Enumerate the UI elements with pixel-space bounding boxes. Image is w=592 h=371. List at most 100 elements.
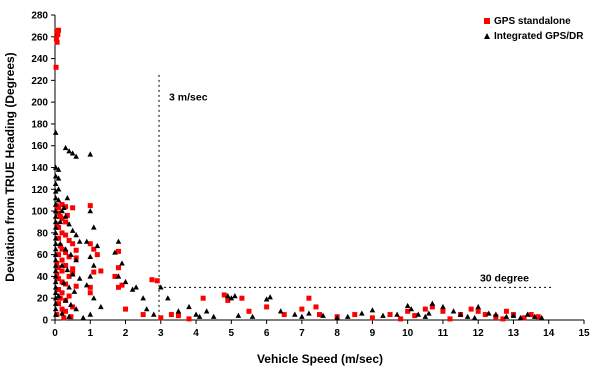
y-tick-label: 260 [31,32,48,43]
plot-area: 020406080100120140160180200220240260280 … [31,11,590,340]
data-point [422,313,429,319]
data-point [59,208,65,214]
data-point [344,313,351,319]
data-point [277,308,284,314]
data-point [76,275,83,281]
data-point [429,300,436,306]
data-point [59,230,65,236]
data-point [52,213,59,219]
data-point [538,314,545,321]
data-point [59,279,65,285]
data-point [62,213,69,219]
data-point [52,300,59,306]
data-point [521,315,527,321]
data-point [129,286,136,292]
x-tick-label: 6 [264,328,270,339]
data-point [63,219,69,225]
data-point [52,201,59,207]
data-point [158,284,164,290]
data-point [63,263,69,269]
x-tick-label: 11 [438,328,449,339]
data-point [398,316,404,322]
series-integrated-gps-dr [52,129,545,321]
y-tick-label: 20 [37,294,49,305]
data-point [62,246,69,252]
data-point [228,295,235,301]
data-point [52,195,59,201]
data-point [59,290,65,296]
data-point [412,313,418,319]
data-point [140,312,146,318]
y-tick-label: 40 [37,272,49,283]
y-tick-label: 200 [31,98,48,109]
data-point [52,129,59,135]
data-point [267,294,273,300]
data-point [73,283,79,289]
data-point [154,278,160,284]
data-point [221,292,227,298]
data-point [52,240,59,246]
data-point [429,304,435,310]
data-point [63,308,69,314]
data-point [56,205,62,211]
data-point [59,310,65,316]
speed-threshold-label: 3 m/sec [169,92,208,104]
data-point [510,312,517,318]
data-point [76,238,83,244]
data-point [53,64,59,70]
data-point [299,306,305,312]
data-point [150,311,157,317]
data-point [83,282,90,288]
data-point [186,303,192,310]
data-point [52,284,59,290]
data-point [66,148,72,154]
data-point [426,310,432,316]
data-point [59,306,65,312]
data-point [66,313,72,319]
series-gps-standalone [53,27,541,322]
data-point [225,297,231,303]
data-point [52,262,59,268]
data-point [69,271,76,277]
data-point [62,144,69,151]
data-point [210,313,217,319]
data-point [52,273,59,279]
data-point [133,284,139,290]
data-point [87,253,94,260]
data-point [115,273,122,279]
data-point [203,308,210,314]
data-point [493,311,499,317]
data-point [55,175,62,181]
data-point [52,208,59,214]
data-point [73,232,79,238]
data-point [90,262,97,268]
y-tick-label: 160 [31,141,48,152]
data-point [55,197,62,203]
data-point [54,39,60,45]
data-point [112,249,118,255]
data-point [440,308,446,314]
data-point [369,307,376,313]
x-tick-label: 8 [334,328,340,339]
annotations: 3 m/sec 30 degree [158,74,553,320]
data-point [59,257,65,263]
data-point [56,276,62,282]
data-point [56,287,62,292]
data-point [531,313,538,319]
data-point [98,303,104,310]
data-point [70,241,76,247]
data-point [57,240,64,246]
data-point [63,232,69,238]
data-point [334,314,340,321]
data-point [66,293,72,299]
data-point [196,313,203,319]
data-point [68,301,74,307]
data-point [140,295,146,301]
legend-label-gps-standalone: GPS standalone [494,16,571,27]
data-point [500,316,506,322]
data-point [503,313,510,319]
data-point [52,180,59,187]
data-point [281,312,287,318]
x-tick-label: 4 [193,328,199,339]
data-point [313,304,319,310]
